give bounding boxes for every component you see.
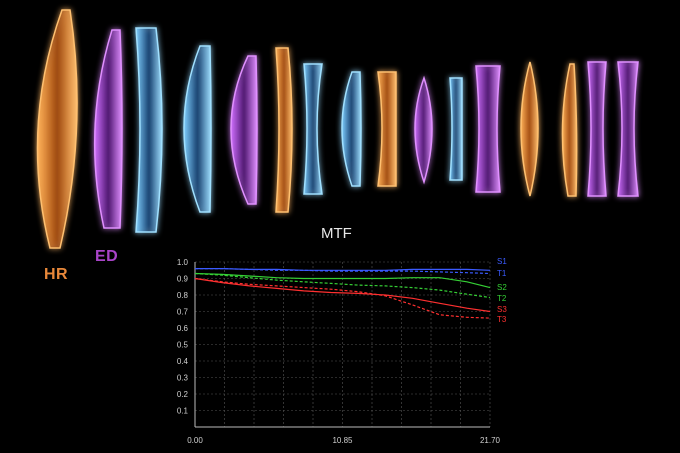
y-tick-labels: 0.1 0.2 0.3 0.4 0.5 0.6 0.7 0.8 0.9 1.0 [177,258,189,416]
lens-13-orange [520,61,539,197]
legend-entry-t2: T2 [497,294,507,303]
y-tick-label: 0.7 [177,308,189,317]
ed-lens-label: ED [95,248,119,265]
lens-14-orange [561,63,578,197]
lens-7-blue [303,63,323,195]
legend-entry-s3: S3 [497,305,507,314]
legend-entry-s1: S1 [497,257,507,266]
lens-1-orange [36,9,78,249]
series-line-s2 [194,272,491,289]
series-line-s3 [194,277,491,313]
y-tick-label: 0.6 [177,324,189,333]
x-tick-label: 0.00 [187,436,203,445]
y-tick-label: 0.8 [177,291,189,300]
y-tick-label: 0.9 [177,275,189,284]
lens-elements-illustration [36,9,639,249]
y-tick-label: 0.3 [177,374,189,383]
lens-15-purple [587,61,607,197]
series-line-t3 [194,277,491,319]
y-tick-label: 1.0 [177,258,189,267]
x-tick-label: 10.85 [332,436,353,445]
y-tick-label: 0.4 [177,357,189,366]
lens-4-blue [183,45,212,213]
hr-lens-label: HR [44,266,69,283]
mtf-chart: 0.1 0.2 0.3 0.4 0.5 0.6 0.7 0.8 0.9 1.0 0.00 10.85… [177,257,507,445]
lens-5-purple [230,55,258,205]
chart-grid [194,261,491,428]
y-tick-label: 0.1 [177,407,189,416]
chart-series [194,268,491,319]
legend-entry-t3: T3 [497,315,507,324]
y-tick-label: 0.2 [177,390,189,399]
lens-6-orange [275,47,293,213]
legend-entry-t1: T1 [497,269,507,278]
lens-12-purple [475,65,501,193]
legend-entry-s2: S2 [497,283,507,292]
x-tick-labels: 0.00 10.85 21.70 [187,436,500,445]
chart-title: MTF [321,225,352,242]
series-line-s1 [195,268,491,271]
lens-9-orange [377,71,397,187]
lens-10-purple [414,75,433,185]
series-line-t2 [194,272,491,299]
y-tick-label: 0.5 [177,341,189,350]
lens-3-blue [135,27,163,233]
lens-11-blue [449,77,463,181]
lens-16-purple [617,61,639,197]
lens-8-blue [341,71,362,187]
x-tick-label: 21.70 [480,436,501,445]
lens-2-purple [93,29,123,229]
